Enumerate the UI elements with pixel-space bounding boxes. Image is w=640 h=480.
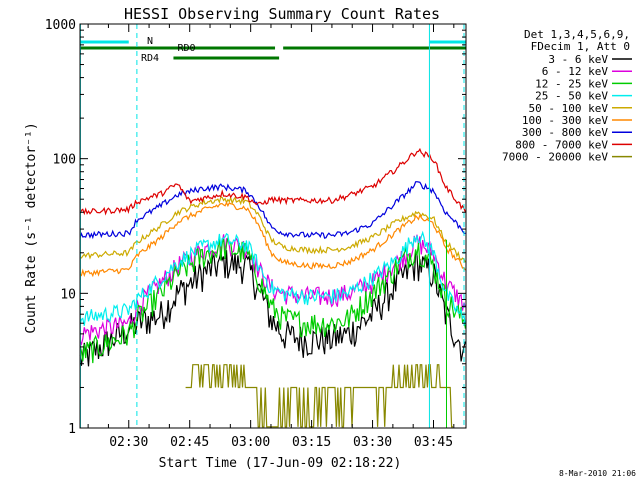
series-line-8 — [79, 147, 466, 216]
legend-entry: 3 - 6 keV — [548, 53, 608, 66]
legend-entry: 25 - 50 keV — [535, 90, 608, 103]
annotation-rd4-label: RD4 — [141, 53, 159, 64]
legend-header: FDecim 1, Att 0 — [531, 40, 630, 53]
y-tick-label: 1000 — [45, 18, 76, 33]
series-line-5 — [79, 195, 466, 263]
y-tick-label: 10 — [60, 287, 76, 302]
x-tick-label: 03:00 — [231, 435, 270, 450]
y-tick-label: 1 — [68, 422, 76, 437]
plot-frame — [79, 23, 467, 429]
series-line-9 — [185, 364, 453, 428]
y-tick-label: 100 — [53, 153, 76, 168]
annotation-rd0-label: RD0 — [178, 43, 196, 54]
x-tick-label: 02:30 — [109, 435, 148, 450]
x-tick-label: 03:30 — [353, 435, 392, 450]
x-axis-label: Start Time (17-Jun-09 02:18:22) — [159, 456, 402, 471]
legend-entry: 7000 - 20000 keV — [502, 151, 608, 164]
legend-entry: 50 - 100 keV — [529, 102, 609, 115]
annotation-n-label: N — [147, 36, 153, 47]
legend-entry: 6 - 12 keV — [542, 65, 609, 78]
legend-entry: 12 - 25 keV — [535, 77, 608, 90]
x-tick-label: 03:45 — [414, 435, 453, 450]
legend-entry: 100 - 300 keV — [522, 114, 608, 127]
chart-title: HESSI Observing Summary Count Rates — [124, 5, 440, 23]
legend-header: Det 1,3,4,5,6,9, — [524, 28, 630, 41]
footer-timestamp: 8-Mar-2010 21:06 — [559, 469, 636, 478]
series-line-4 — [79, 230, 466, 326]
legend-entry: 800 - 7000 keV — [515, 138, 608, 151]
legend-entry: 300 - 800 keV — [522, 126, 608, 139]
y-axis-label: Count Rate (s⁻¹ detector⁻¹) — [24, 122, 39, 333]
series-line-7 — [79, 181, 466, 240]
x-tick-label: 02:45 — [170, 435, 209, 450]
series-line-6 — [79, 201, 466, 278]
x-tick-label: 03:15 — [292, 435, 331, 450]
